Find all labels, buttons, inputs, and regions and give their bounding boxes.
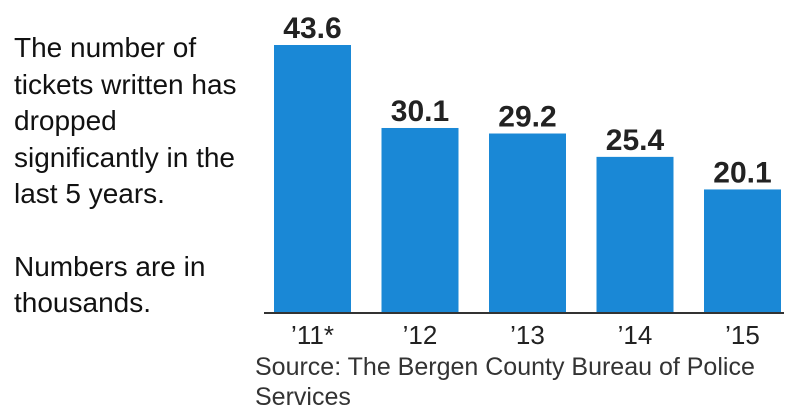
caption-summary: The number of tickets written has droppe… bbox=[14, 32, 237, 209]
bar-2 bbox=[489, 133, 566, 313]
bar-value-label-3: 25.4 bbox=[606, 124, 665, 157]
bar-value-label-2: 29.2 bbox=[498, 101, 556, 134]
bar-3 bbox=[596, 156, 674, 313]
x-tick-label-1: ’12 bbox=[403, 320, 438, 350]
source-note: Source: The Bergen County Bureau of Poli… bbox=[255, 353, 755, 411]
x-tick-label-4: ’15 bbox=[725, 320, 760, 350]
chart-caption: The number of tickets written has droppe… bbox=[14, 30, 246, 322]
x-tick-label-3: ’14 bbox=[618, 320, 653, 350]
x-tick-label-2: ’13 bbox=[510, 320, 545, 350]
bar-0 bbox=[274, 45, 351, 313]
bar-value-label-1: 30.1 bbox=[391, 95, 449, 128]
bar-4 bbox=[704, 189, 781, 313]
caption-units-note: Numbers are in thousands. bbox=[14, 250, 206, 319]
bar-value-label-4: 20.1 bbox=[713, 156, 771, 189]
bar-1 bbox=[381, 127, 459, 313]
bar-value-label-0: 43.6 bbox=[283, 12, 341, 45]
x-tick-label-0: ’11* bbox=[291, 320, 334, 350]
